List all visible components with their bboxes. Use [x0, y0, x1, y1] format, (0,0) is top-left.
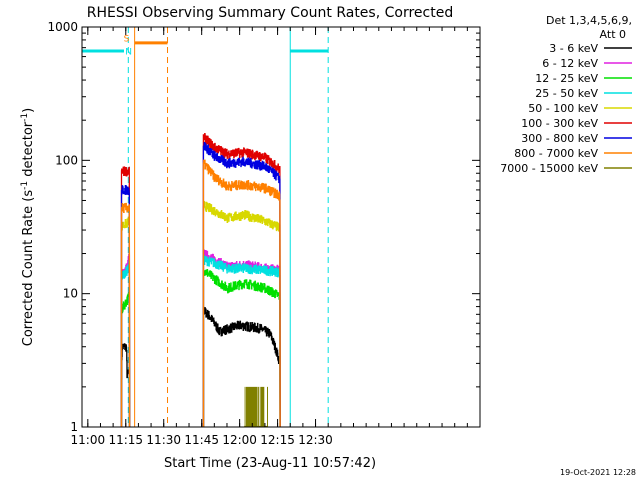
series-trace-seg2 — [202, 159, 281, 428]
legend-entries: 3 - 6 keV 6 - 12 keV 12 - 25 keV 25 - 50 ke… — [500, 42, 632, 175]
high-energy-burst — [244, 386, 268, 427]
legend-entry-label: 25 - 50 keV — [535, 87, 598, 100]
series-trace-seg2 — [202, 132, 281, 428]
y-axis-label-sup2: -1 — [20, 113, 30, 122]
x-tick-label: 11:00 — [71, 433, 106, 447]
series-trace-seg1 — [120, 260, 131, 428]
legend-header-line2: Att 0 — [600, 28, 626, 41]
legend-entry-label: 7000 - 15000 keV — [500, 162, 598, 175]
flag-marker-s: S — [124, 34, 130, 44]
series-trace-seg2 — [202, 254, 281, 428]
y-tick-label: 100 — [55, 153, 78, 167]
y-axis-label-sup1: -1 — [20, 181, 30, 190]
data-layer: SN — [81, 27, 329, 428]
x-tick-label: 11:30 — [146, 433, 181, 447]
x-tick-label: 12:00 — [222, 433, 257, 447]
y-axis-label: Corrected Count Rate (s-1 detector-1) — [20, 108, 36, 346]
x-tick-label: 11:15 — [108, 433, 143, 447]
y-tick-label: 1 — [70, 420, 78, 434]
legend-entry-label: 100 - 300 keV — [521, 117, 598, 130]
series-trace-seg2 — [202, 306, 281, 428]
legend-entry-label: 800 - 7000 keV — [514, 147, 598, 160]
series-trace-seg1 — [120, 166, 131, 428]
series-trace-seg2 — [202, 200, 281, 428]
x-tick-label: 12:15 — [260, 433, 295, 447]
y-axis-label-end: ) — [21, 108, 36, 113]
legend-entry-label: 6 - 12 keV — [542, 57, 598, 70]
y-axis-label-mid: detector — [21, 121, 36, 181]
x-axis-label: Start Time (23-Aug-11 10:57:42) — [164, 456, 376, 471]
flag-marker-n: N — [125, 48, 132, 58]
legend-header-line1: Det 1,3,4,5,6,9, — [546, 14, 632, 27]
series-trace-seg1 — [120, 216, 131, 428]
legend-entry-label: 50 - 100 keV — [528, 102, 598, 115]
chart-title: RHESSI Observing Summary Count Rates, Co… — [87, 5, 453, 21]
legend-entry-label: 300 - 800 keV — [521, 132, 598, 145]
y-tick-label: 10 — [63, 287, 78, 301]
series-trace-seg1 — [120, 202, 131, 428]
y-tick-label: 1000 — [47, 20, 78, 34]
y-axis-label-main: Corrected Count Rate (s — [21, 190, 36, 347]
series-trace-seg1 — [120, 185, 131, 428]
legend: Det 1,3,4,5,6,9, Att 0 3 - 6 keV 6 - 12 k… — [500, 14, 632, 175]
series-trace-seg1 — [120, 343, 131, 428]
axis-layer: 1 10 100 1000 11:00 11:15 11:30 11:45 12:00 12:15… — [47, 20, 480, 447]
series-trace-seg2 — [202, 141, 281, 428]
x-tick-label: 11:45 — [184, 433, 219, 447]
timestamp: 19-Oct-2021 12:28 — [560, 468, 636, 477]
legend-entry-label: 12 - 25 keV — [535, 72, 598, 85]
plot-frame — [81, 26, 481, 428]
x-tick-label: 12:30 — [298, 433, 333, 447]
legend-entry-label: 3 - 6 keV — [549, 42, 598, 55]
series-trace-seg2 — [202, 269, 281, 428]
series-trace-seg1 — [120, 291, 131, 428]
